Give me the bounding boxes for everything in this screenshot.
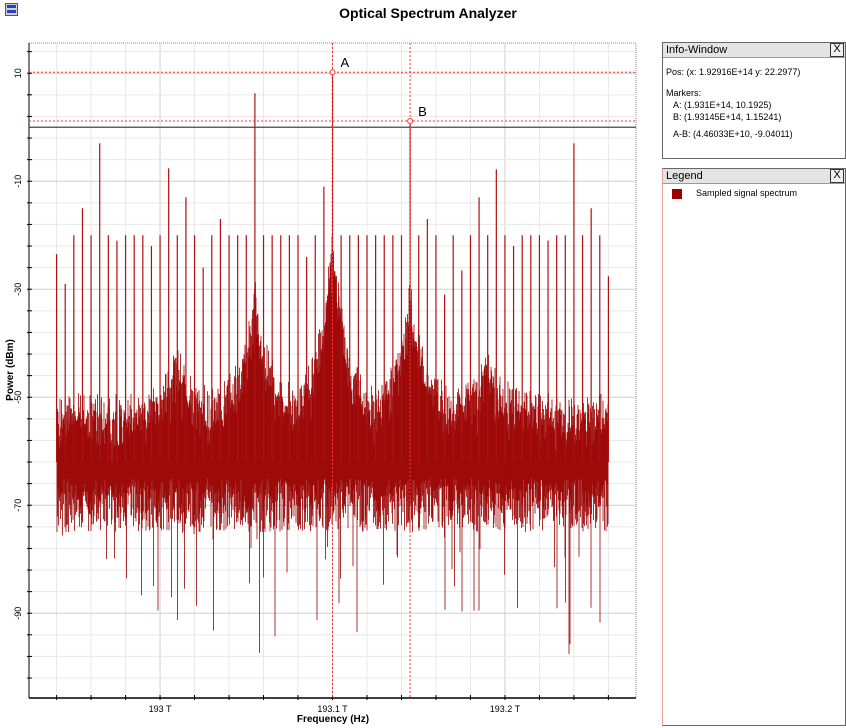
y-tick-label: -90 [13, 607, 23, 620]
legend-panel: Legend X Sampled signal spectrum [662, 168, 846, 726]
cursor-position: Pos: (x: 1.92916E+14 y: 22.2977) [666, 67, 801, 77]
spike-series [55, 72, 610, 463]
x-tick-label: 193 T [149, 704, 172, 714]
marker-b-readout: B: (1.93145E+14, 1.15241) [673, 112, 782, 122]
marker-diff-readout: A-B: (4.46033E+10, -9.04011) [673, 129, 793, 139]
y-tick-label: 10 [13, 68, 23, 78]
app-window-icon [5, 3, 18, 16]
y-tick-label: -70 [13, 499, 23, 512]
marker-a-handle[interactable] [329, 69, 336, 76]
info-window-header: Info-Window X [663, 43, 845, 58]
marker-a-readout: A: (1.931E+14, 10.1925) [673, 100, 772, 110]
y-tick-label: -10 [13, 175, 23, 188]
x-axis-label: Frequency (Hz) [297, 714, 369, 725]
markers: AB [29, 43, 636, 698]
info-window-title: Info-Window [666, 44, 728, 56]
info-window-close-button[interactable]: X [830, 43, 844, 57]
y-axis-label: Power (dBm) [5, 339, 16, 401]
legend-swatch [672, 189, 682, 199]
legend-item-label: Sampled signal spectrum [696, 188, 798, 198]
spectrum-chart[interactable]: 193 T 193.1 T 193.2 T10-10-30-50-70-90 AB … [0, 0, 660, 728]
window-title: Optical Spectrum Analyzer [339, 5, 517, 21]
marker-b-label: B [418, 104, 427, 119]
x-tick-label: 193.2 T [490, 704, 521, 714]
markers-label: Markers: [666, 88, 702, 98]
y-tick-label: -30 [13, 283, 23, 296]
legend-close-button[interactable]: X [830, 169, 844, 183]
info-window: Info-Window X Pos: (x: 1.92916E+14 y: 22… [662, 42, 846, 159]
legend-header: Legend X [663, 169, 845, 184]
legend-title: Legend [666, 170, 703, 182]
marker-b-handle[interactable] [407, 118, 414, 125]
x-tick-label: 193.1 T [317, 704, 348, 714]
y-tick-label: -50 [13, 391, 23, 404]
marker-a-label: A [341, 55, 350, 70]
